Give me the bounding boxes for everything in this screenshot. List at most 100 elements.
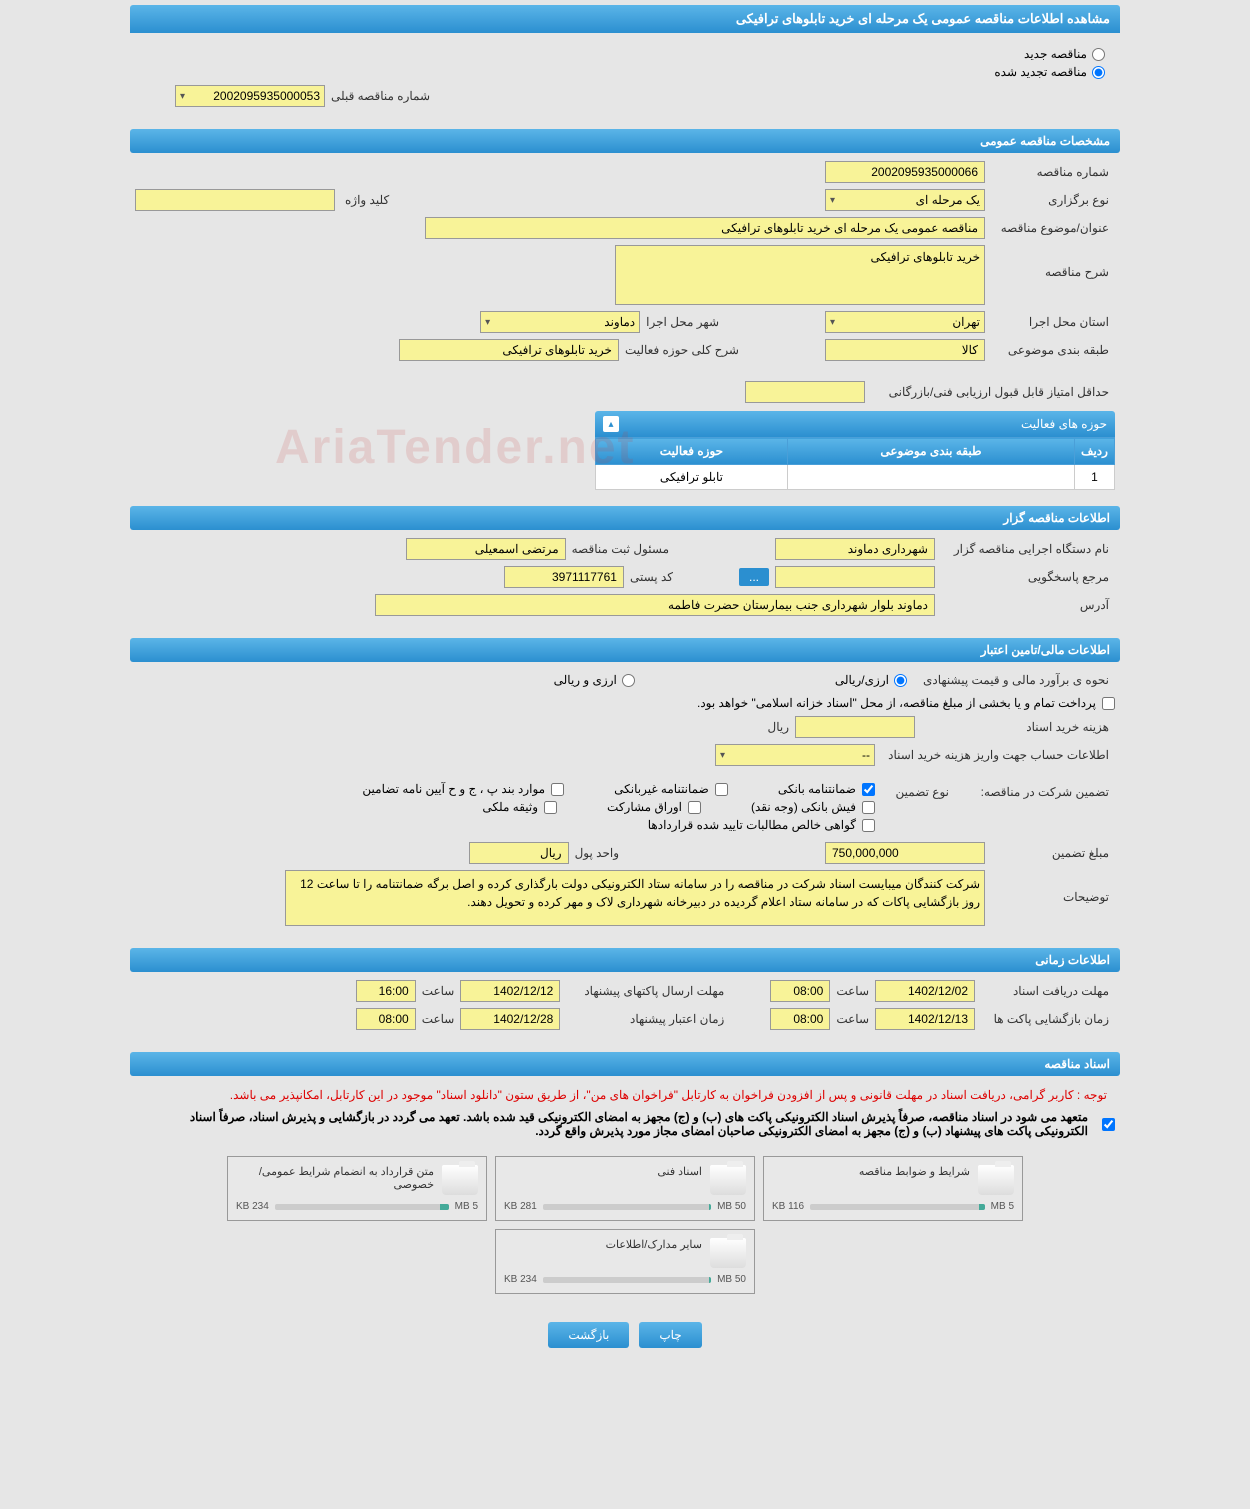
- guarantee-type-label: نوع تضمین: [875, 782, 955, 802]
- chevron-down-icon: ▾: [485, 317, 490, 328]
- currency-opt1-label: ارزی/ریالی: [835, 673, 889, 687]
- commit-checkbox-input[interactable]: [1102, 1118, 1115, 1131]
- print-button[interactable]: چاپ: [639, 1322, 701, 1348]
- chevron-down-icon: ▾: [830, 317, 835, 328]
- city-select[interactable]: دماوند ▾: [480, 311, 640, 333]
- keyword-label: کلید واژه: [335, 190, 395, 210]
- open-label: زمان بازگشایی پاکت ها: [975, 1009, 1115, 1029]
- currency-unit-label: واحد پول: [569, 843, 625, 863]
- open-date: 1402/12/13: [875, 1008, 975, 1030]
- file-grid: شرایط و ضوابط مناقصه 5 MB 116 KB اسناد ف…: [135, 1148, 1115, 1302]
- currency-radio1[interactable]: [894, 674, 907, 687]
- send-label: مهلت ارسال پاکتهای پیشنهاد: [560, 981, 730, 1001]
- table-cell: [787, 465, 1074, 490]
- file-title: متن قرارداد به انضمام شرایط عمومی/خصوصی: [236, 1165, 434, 1191]
- type-select[interactable]: یک مرحله ای ▾: [825, 189, 985, 211]
- file-size: 234 KB: [504, 1274, 537, 1285]
- desc-field: خرید تابلوهای ترافیکی: [615, 245, 985, 305]
- file-max: 50 MB: [717, 1201, 746, 1212]
- postal-label: کد پستی: [624, 567, 679, 587]
- docs-notice-red: توجه : کاربر گرامی، دریافت اسناد در مهلت…: [135, 1084, 1115, 1106]
- payment-note: پرداخت تمام و یا بخشی از مبلغ مناقصه، از…: [697, 696, 1096, 710]
- back-button[interactable]: بازگشت: [548, 1322, 629, 1348]
- payment-checkbox[interactable]: پرداخت تمام و یا بخشی از مبلغ مناقصه، از…: [697, 696, 1115, 710]
- g4-check[interactable]: فیش بانکی (وجه نقد): [751, 800, 875, 814]
- page-title: مشاهده اطلاعات مناقصه عمومی یک مرحله ای …: [130, 5, 1120, 33]
- send-time-label: ساعت: [416, 981, 461, 1001]
- category-label: طبقه بندی موضوعی: [985, 340, 1115, 360]
- payment-checkbox-input[interactable]: [1102, 697, 1115, 710]
- panel-collapse-icon[interactable]: ▴: [603, 416, 619, 432]
- chevron-down-icon: ▾: [830, 195, 835, 206]
- account-value: --: [862, 748, 870, 762]
- g3-check[interactable]: موارد بند پ ، ج و ح آیین نامه تضامین: [362, 782, 564, 796]
- province-value: تهران: [952, 315, 980, 329]
- table-header: حوزه فعالیت: [596, 438, 788, 465]
- table-header: طبقه بندی موضوعی: [787, 438, 1074, 465]
- send-time: 16:00: [356, 980, 416, 1002]
- docs-notice-bold: متعهد می شود در اسناد مناقصه، صرفاً پذیر…: [135, 1106, 1096, 1142]
- org-name-label: نام دستگاه اجرایی مناقصه گزار: [935, 539, 1115, 559]
- radio-new-input[interactable]: [1092, 48, 1105, 61]
- account-select[interactable]: -- ▾: [715, 744, 875, 766]
- receive-time: 08:00: [770, 980, 830, 1002]
- activity-panel-title: حوزه های فعالیت: [1021, 417, 1107, 431]
- progress-bar: [275, 1204, 449, 1210]
- file-title: شرایط و ضوابط مناقصه: [772, 1165, 970, 1178]
- type-label: نوع برگزاری: [985, 190, 1115, 210]
- g1-check[interactable]: ضمانتنامه بانکی: [778, 782, 875, 796]
- contact-field[interactable]: [775, 566, 935, 588]
- province-label: استان محل اجرا: [985, 312, 1115, 332]
- prev-tender-value: 2002095935000053: [213, 89, 320, 103]
- prev-tender-select[interactable]: 2002095935000053 ▾: [175, 85, 325, 107]
- file-size: 234 KB: [236, 1201, 269, 1212]
- commit-checkbox[interactable]: متعهد می شود در اسناد مناقصه، صرفاً پذیر…: [135, 1106, 1115, 1142]
- receive-date: 1402/12/02: [875, 980, 975, 1002]
- address-field: دماوند بلوار شهرداری جنب بیمارستان حضرت …: [375, 594, 935, 616]
- file-max: 50 MB: [717, 1274, 746, 1285]
- g2-check[interactable]: ضمانتنامه غیربانکی: [614, 782, 728, 796]
- address-label: آدرس: [935, 595, 1115, 615]
- file-card[interactable]: سایر مدارک/اطلاعات 50 MB 234 KB: [495, 1229, 755, 1294]
- radio-new-tender[interactable]: مناقصه جدید: [145, 47, 1105, 61]
- section-organizer-header: اطلاعات مناقصه گزار: [130, 506, 1120, 530]
- min-score-field[interactable]: [745, 381, 865, 403]
- receive-time-label: ساعت: [830, 981, 875, 1001]
- currency-unit-field: ریال: [469, 842, 569, 864]
- province-select[interactable]: تهران ▾: [825, 311, 985, 333]
- radio-new-label: مناقصه جدید: [1024, 47, 1087, 61]
- validity-time: 08:00: [356, 1008, 416, 1030]
- folder-icon: [710, 1165, 746, 1195]
- section-general-header: مشخصات مناقصه عمومی: [130, 129, 1120, 153]
- contact-lookup-button[interactable]: ...: [739, 568, 769, 586]
- table-row: 1 تابلو ترافیکی: [596, 465, 1115, 490]
- progress-bar: [543, 1277, 711, 1283]
- open-time: 08:00: [770, 1008, 830, 1030]
- tender-no-label: شماره مناقصه: [985, 162, 1115, 182]
- file-title: سایر مدارک/اطلاعات: [504, 1238, 702, 1251]
- currency-opt2[interactable]: ارزی و ریالی: [554, 673, 635, 687]
- doc-fee-field[interactable]: [795, 716, 915, 738]
- currency-radio2[interactable]: [622, 674, 635, 687]
- progress-bar: [543, 1204, 711, 1210]
- currency-opt2-label: ارزی و ریالی: [554, 673, 617, 687]
- currency-opt1[interactable]: ارزی/ریالی: [835, 673, 907, 687]
- activity-panel-header: حوزه های فعالیت ▴: [595, 411, 1115, 437]
- city-label: شهر محل اجرا: [640, 312, 725, 332]
- section-time-header: اطلاعات زمانی: [130, 948, 1120, 972]
- estimate-label: نحوه ی برآورد مالی و قیمت پیشنهادی: [917, 670, 1115, 690]
- g5-check[interactable]: اوراق مشارکت: [607, 800, 701, 814]
- guarantee-amount-label: مبلغ تضمین: [985, 843, 1115, 863]
- radio-renewed-tender[interactable]: مناقصه تجدید شده: [145, 65, 1105, 79]
- file-card[interactable]: شرایط و ضوابط مناقصه 5 MB 116 KB: [763, 1156, 1023, 1221]
- validity-date: 1402/12/28: [460, 1008, 560, 1030]
- file-card[interactable]: متن قرارداد به انضمام شرایط عمومی/خصوصی …: [227, 1156, 487, 1221]
- file-card[interactable]: اسناد فنی 50 MB 281 KB: [495, 1156, 755, 1221]
- g7-check[interactable]: گواهی خالص مطالبات تایید شده قراردادها: [362, 818, 875, 832]
- radio-renewed-input[interactable]: [1092, 66, 1105, 79]
- folder-icon: [442, 1165, 478, 1195]
- guarantee-amount-field: 750,000,000: [825, 842, 985, 864]
- g6-check[interactable]: وثیقه ملکی: [482, 800, 557, 814]
- activity-desc-field: خرید تابلوهای ترافیکی: [399, 339, 619, 361]
- keyword-field[interactable]: [135, 189, 335, 211]
